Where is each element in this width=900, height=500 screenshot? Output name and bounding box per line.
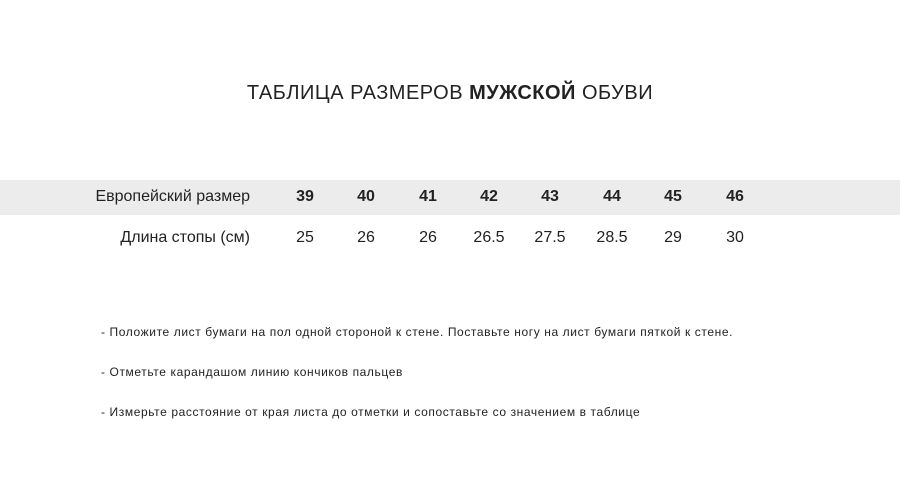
table-cell: 28.5 — [596, 229, 628, 246]
table-cell: 41 — [419, 188, 437, 205]
title-suffix: ОБУВИ — [575, 82, 654, 104]
instruction-item: - Положите лист бумаги на пол одной стор… — [101, 325, 734, 339]
title-bold: МУЖСКОЙ — [469, 82, 576, 104]
table-cell: 45 — [664, 188, 682, 205]
row-label: Длина стопы (см) — [120, 229, 250, 246]
table-cell: 25 — [296, 229, 314, 246]
table-cell: 27.5 — [534, 229, 566, 246]
table-row-foot-length: Длина стопы (см) 25 26 26 26.5 27.5 28.5 29 30 — [0, 223, 900, 253]
table-cell: 46 — [726, 188, 744, 205]
table-cell: 26 — [357, 229, 375, 246]
table-cell: 30 — [726, 229, 744, 246]
table-cell: 29 — [664, 229, 682, 246]
table-row-european-size: Европейский размер 39 40 41 42 43 44 45 46 — [0, 182, 900, 212]
table-cell: 39 — [296, 188, 314, 205]
instruction-item: - Отметьте карандашом линию кончиков пал… — [101, 365, 403, 379]
header-row-background — [0, 180, 900, 215]
page-title: ТАБЛИЦА РАЗМЕРОВ МУЖСКОЙ ОБУВИ — [0, 82, 900, 105]
table-cell: 26.5 — [473, 229, 505, 246]
table-cell: 43 — [541, 188, 559, 205]
table-cell: 40 — [357, 188, 375, 205]
title-prefix: ТАБЛИЦА РАЗМЕРОВ — [246, 82, 470, 104]
table-cell: 44 — [603, 188, 621, 205]
row-label: Европейский размер — [95, 188, 250, 205]
table-cell: 26 — [419, 229, 437, 246]
table-cell: 42 — [480, 188, 498, 205]
instruction-item: - Измерьте расстояние от края листа до о… — [101, 405, 641, 419]
